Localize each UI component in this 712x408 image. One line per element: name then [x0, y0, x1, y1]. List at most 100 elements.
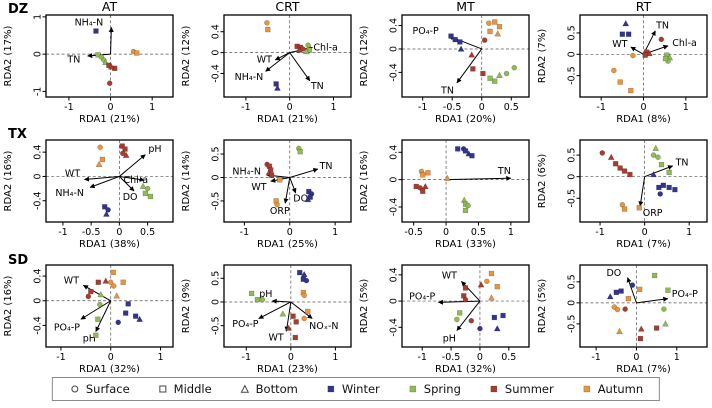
data-point — [115, 319, 121, 326]
legend-item-surface: Surface — [69, 382, 130, 396]
x-tick-label: 0 — [287, 227, 293, 238]
env-arrow-label: WT — [65, 168, 80, 179]
data-point — [425, 170, 431, 176]
data-point — [301, 315, 307, 322]
data-point — [599, 150, 606, 156]
y-axis-label: RDA2 (17%) — [3, 25, 14, 86]
data-point — [484, 278, 490, 285]
y-tick-label: -0.4 — [389, 63, 400, 82]
data-point — [420, 172, 426, 178]
y-axis-label: RDA2 (5%) — [537, 279, 548, 334]
y-tick-label: 0.5 — [211, 271, 222, 286]
legend-label: Middle — [173, 382, 212, 396]
points-group — [85, 269, 144, 338]
data-point — [457, 310, 463, 316]
plot-title: AT — [102, 0, 118, 14]
plot-title: MT — [456, 0, 475, 14]
x-axis-label: RDA1 (8%) — [616, 114, 671, 125]
env-arrow-label: TN — [319, 161, 333, 172]
y-axis-label: RDA2 (5%) — [359, 279, 370, 334]
plot-box — [579, 264, 708, 348]
env-arrow-label: DO — [293, 194, 308, 205]
season-swatch-icon — [583, 385, 590, 393]
data-point — [107, 63, 115, 70]
x-axis-label: RDA1 (21%) — [79, 114, 140, 125]
x-tick-label: 0 — [633, 352, 639, 363]
data-point — [629, 282, 636, 288]
x-tick-label: 0 — [116, 227, 122, 238]
env-arrow-label: NH₄-N — [75, 17, 104, 28]
data-point — [628, 87, 634, 94]
data-point — [468, 318, 475, 324]
data-point — [650, 170, 657, 178]
y-tick-label: 0.5 — [567, 25, 578, 40]
points-group — [248, 269, 311, 341]
plot-title: CRT — [275, 0, 300, 14]
legend-label: Autumn — [597, 382, 644, 396]
data-point — [651, 272, 658, 279]
x-tick-label: -1 — [417, 352, 426, 363]
x-tick-label: 0 — [642, 227, 648, 238]
data-point — [85, 293, 92, 300]
plot-box — [45, 264, 174, 348]
env-arrow — [119, 154, 146, 177]
data-point — [618, 288, 624, 294]
y-tick-label: 0 — [389, 177, 400, 183]
env-arrow — [289, 167, 319, 178]
y-tick-label: -0.4 — [33, 191, 44, 210]
env-arrow-label: Chl-a — [313, 42, 338, 53]
data-point — [494, 283, 500, 290]
y-axis-label: RDA2 (12%) — [181, 25, 192, 86]
data-point — [457, 45, 465, 52]
subplot-DZ-RT: RT WT TN Chl-a -1 0 1 -0.5 0 0.5 RDA1 (8%) RDA2 (7%… — [534, 0, 712, 125]
y-axis-label: RDA2 (14%) — [181, 150, 192, 211]
subplot-TX-AT: pH WT NH₄-N Chl-a DO -1 -0.5 0 0.5 -0.4 0 0.4 RDA1 (… — [0, 125, 178, 250]
data-point — [636, 205, 642, 211]
x-axis-label: RDA1 (21%) — [257, 114, 318, 125]
env-arrow — [446, 175, 512, 181]
env-arrow-label: WT — [257, 54, 272, 65]
x-tick-label: -0.5 — [442, 352, 461, 363]
env-arrow-label: ORP — [643, 208, 663, 219]
legend-label: Spring — [423, 382, 461, 396]
data-point — [468, 51, 476, 58]
x-axis-label: RDA1 (38%) — [79, 239, 140, 250]
y-tick-label: 0 — [389, 46, 400, 52]
y-tick-label: 0 — [211, 50, 222, 56]
env-arrow-label: NH₄-N — [235, 72, 264, 83]
legend-label: Bottom — [255, 382, 298, 396]
env-arrow-label: WT — [442, 270, 457, 281]
data-point — [630, 52, 636, 59]
data-point — [488, 294, 495, 301]
data-point — [627, 171, 633, 178]
env-arrow-label: PO₄-P — [409, 291, 435, 302]
square-icon — [159, 385, 167, 393]
data-point — [672, 186, 678, 193]
data-point — [279, 310, 287, 317]
season-swatch-icon — [409, 385, 417, 393]
data-point — [254, 296, 261, 303]
env-arrow — [284, 301, 292, 332]
x-tick-label: 1 — [158, 352, 164, 363]
x-tick-label: -1 — [596, 102, 605, 113]
env-arrow-label: WT — [269, 333, 284, 344]
env-arrow — [626, 277, 637, 304]
data-point — [113, 292, 121, 299]
plot-box — [223, 14, 352, 98]
data-point — [125, 301, 131, 307]
env-arrow — [456, 48, 483, 84]
data-point — [625, 295, 632, 302]
data-point — [642, 52, 648, 58]
data-point — [120, 279, 126, 285]
y-tick-label: 0 — [33, 51, 44, 57]
data-point — [105, 207, 111, 213]
env-arrow — [437, 299, 480, 305]
data-point — [97, 144, 103, 151]
x-axis-label: RDA1 (7%) — [616, 364, 671, 375]
data-point — [637, 335, 644, 342]
y-axis-label: RDA2 (12%) — [359, 25, 370, 86]
points-group — [448, 19, 517, 84]
legend-label: Surface — [85, 382, 130, 396]
data-point — [480, 70, 486, 77]
data-point — [613, 289, 619, 295]
